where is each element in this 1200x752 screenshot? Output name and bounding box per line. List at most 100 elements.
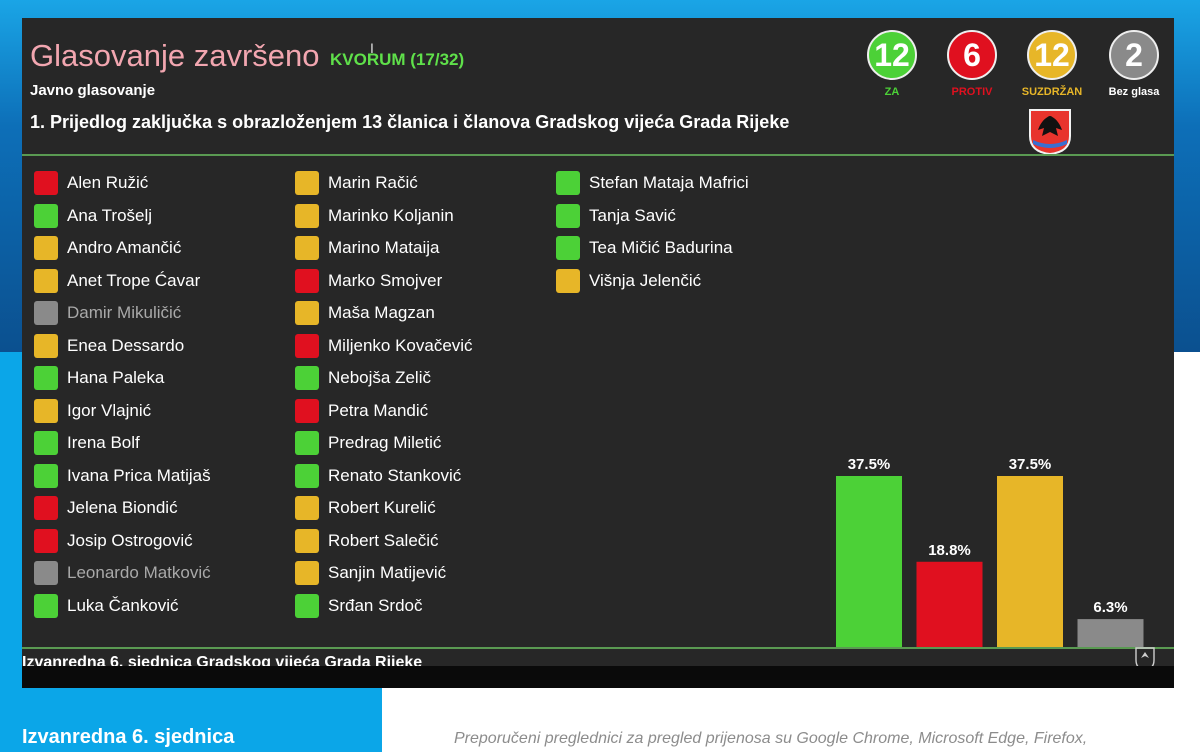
member-row: Miljenko Kovačević [295,333,473,359]
bar-protiv [916,561,983,648]
member-row: Stefan Mataja Mafrici [556,170,749,196]
count-bez-glasa-label: Bez glasa [1108,86,1160,98]
vote-status-indicator [556,236,580,260]
member-row: Marinko Koljanin [295,203,454,229]
member-name: Luka Čanković [67,595,179,615]
member-row: Hana Paleka [34,365,164,391]
member-name: Josip Ostrogović [67,530,193,550]
vote-status-indicator [34,463,58,488]
bar-za [836,476,902,648]
vote-status-indicator [34,528,58,553]
member-name: Andro Amančić [67,238,182,257]
member-row: Josip Ostrogović [34,528,193,554]
bar-label-protiv: 18.8% [928,542,971,559]
member-name: Damir Mikuličić [67,303,182,322]
member-name: Tanja Savić [589,205,676,225]
member-row: Anet Trope Ćavar [34,268,200,294]
member-name: Marino Mataija [328,238,440,257]
member-name: Leonardo Matković [67,563,211,582]
member-row: Ivana Prica Matijaš [34,463,211,489]
count-suzdrzan-label: SUZDRŽAN [1021,86,1083,98]
member-row: Luka Čanković [34,593,179,619]
member-row: Tanja Savić [556,203,676,229]
quorum-indicator: KVORUM (17/32) [330,50,465,69]
vote-status-indicator [295,333,319,358]
member-row: Igor Vlajnić [34,398,151,424]
member-name: Tea Mičić Badurina [589,238,733,257]
member-name: Ana Trošelj [67,205,153,225]
session-heading: Izvanredna 6. sjednica [22,726,235,748]
count-protiv: 6 PROTIV [926,30,1018,98]
count-suzdrzan-value: 12 [1027,30,1077,80]
member-row: Višnja Jelenčić [556,268,701,294]
voting-board: Glasovanje završeno KVORUM (17/32) I Jav… [22,18,1174,671]
member-name: Nebojša Zelič [328,368,431,387]
member-row: Alen Ružić [34,170,148,196]
member-name: Petra Mandić [328,400,429,420]
vote-status-indicator [295,561,319,585]
member-row: Srđan Srdoč [295,593,423,619]
member-name: Stefan Mataja Mafrici [589,173,749,192]
count-bez-glasa: 2 Bez glasa [1088,30,1174,98]
count-protiv-value: 6 [947,30,997,80]
member-row: Enea Dessardo [34,333,184,359]
vote-status-indicator [295,236,319,260]
vote-status-indicator [295,366,319,390]
member-row: Robert Salečić [295,528,439,554]
member-name: Enea Dessardo [67,335,185,355]
member-name: Ivana Prica Matijaš [67,465,211,485]
vote-status-indicator [295,301,319,325]
footer-divider [22,647,1174,649]
member-row: Jelena Biondić [34,495,178,521]
member-name: Marko Smojver [328,270,443,290]
member-name: Jelena Biondić [67,498,178,517]
member-name: Miljenko Kovačević [328,335,473,355]
vote-status-indicator [34,236,58,260]
text-cursor-icon: I [370,40,374,56]
member-row: Andro Amančić [34,235,181,261]
count-suzdrzan: 12 SUZDRŽAN [1006,30,1098,98]
member-row: Predrag Miletić [295,430,441,456]
bar-label-bez-glasa: 6.3% [1093,599,1127,616]
member-row: Damir Mikuličić [34,300,181,326]
vote-status-indicator [295,398,319,423]
count-bez-glasa-value: 2 [1109,30,1159,80]
member-name: Alen Ružić [67,173,149,192]
vote-status-indicator [556,268,580,293]
member-name: Sanjin Matijević [328,563,447,582]
voting-status-title: Glasovanje završeno [30,38,320,73]
video-player[interactable]: Glasovanje završeno KVORUM (17/32) I Jav… [22,18,1174,688]
vote-status-indicator [556,203,580,228]
count-protiv-label: PROTIV [951,86,993,98]
rijeka-crest-icon [1029,109,1071,156]
member-name: Maša Magzan [328,303,435,322]
vote-status-indicator [556,171,580,195]
member-name: Anet Trope Ćavar [67,270,201,290]
member-row: Petra Mandić [295,398,428,424]
bar-bez-glasa [1077,619,1144,648]
bar-suzdrzan [997,476,1063,648]
vote-status-indicator [34,268,58,293]
member-row: Tea Mičić Badurina [556,235,733,261]
member-name: Robert Kurelić [328,498,436,517]
member-row: Ana Trošelj [34,203,152,229]
vote-status-indicator [34,171,58,195]
member-row: Marino Mataija [295,235,440,261]
member-row: Renato Stanković [295,463,461,489]
vote-type-label: Javno glasovanje [30,82,156,99]
member-row: Maša Magzan [295,300,435,326]
count-za-label: ZA [884,86,900,98]
member-row: Sanjin Matijević [295,560,446,586]
member-row: Leonardo Matković [34,560,211,586]
vote-status-indicator [34,398,58,423]
member-row: Marin Račić [295,170,418,196]
bar-label-suzdrzan: 37.5% [1009,456,1052,473]
bar-label-za: 37.5% [848,456,891,473]
member-row: Irena Bolf [34,430,140,456]
vote-status-indicator [34,431,58,455]
vote-status-indicator [295,431,319,455]
vote-status-indicator [34,301,58,325]
member-name: Marinko Koljanin [328,205,454,225]
vote-status-indicator [295,268,319,293]
count-za: 12 ZA [846,30,938,98]
